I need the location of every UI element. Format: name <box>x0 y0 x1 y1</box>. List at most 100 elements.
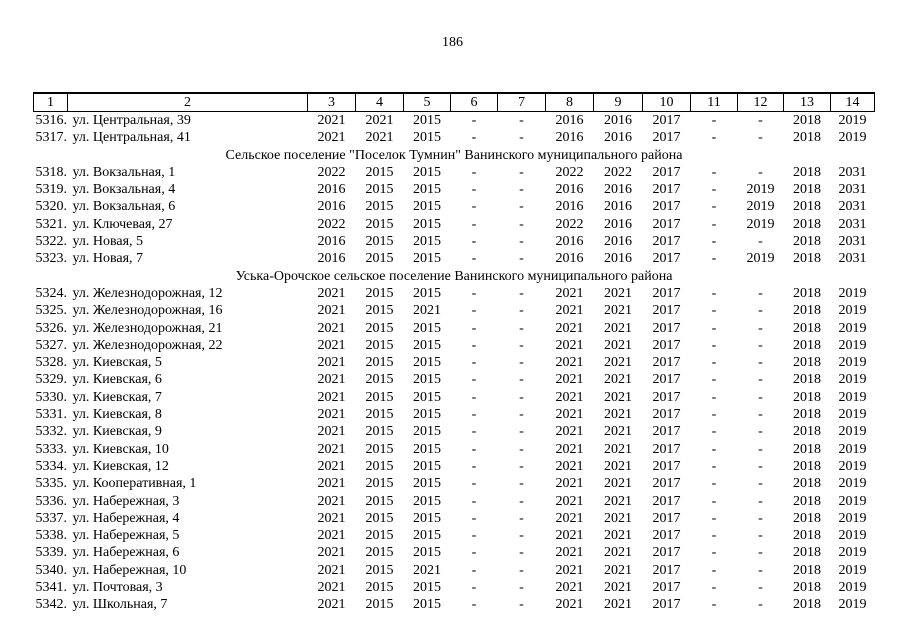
year-cell: 2019 <box>838 493 867 509</box>
table-row: 5322. ул. Новая, 5 2016 2015 2015 - - 2016 2016 2… <box>34 233 875 250</box>
table-row: 5336. ул. Набережная, 3 2021 2015 2015 - - 2021… <box>34 493 875 510</box>
year-cell: 2021 <box>604 389 632 405</box>
year-cell: - <box>471 458 477 474</box>
year-cell: - <box>519 493 524 509</box>
year-cell: 2022 <box>317 164 346 180</box>
year-cell: - <box>471 372 477 388</box>
year-cell: 2021 <box>317 493 346 509</box>
year-cell: - <box>711 407 717 423</box>
year-cell: 2017 <box>652 164 681 180</box>
year-cell: 2018 <box>793 216 821 232</box>
year-cell: - <box>758 545 763 561</box>
year-cell: 2017 <box>652 251 681 267</box>
year-cell: 2019 <box>838 285 867 301</box>
row-number-cell: 5334. <box>35 458 68 474</box>
header-col-9: 9 <box>593 92 643 112</box>
year-cell: 2015 <box>365 424 394 440</box>
year-cell: - <box>519 441 524 457</box>
year-cell: 2019 <box>746 251 775 267</box>
year-cell: - <box>471 355 477 371</box>
year-cell: - <box>471 164 477 180</box>
table-row: 5319. ул. Вокзальная, 4 2016 2015 2015 - - 2016… <box>34 181 875 198</box>
row-number-cell: 5339. <box>35 545 68 561</box>
address-cell: ул. Киевская, 8 <box>72 407 162 423</box>
year-cell: 2019 <box>746 216 775 232</box>
year-cell: 2021 <box>555 510 584 526</box>
table-row: 5323. ул. Новая, 7 2016 2015 2015 - - 2016 2016 2… <box>34 250 875 267</box>
address-cell: ул. Железнодорожная, 22 <box>72 337 223 353</box>
year-cell: 2021 <box>317 424 346 440</box>
year-cell: 2016 <box>604 216 632 232</box>
year-cell: - <box>471 113 477 128</box>
year-cell: 2015 <box>413 528 441 544</box>
year-cell: 2021 <box>604 372 632 388</box>
header-col-5: 5 <box>403 92 451 112</box>
year-cell: 2021 <box>555 493 584 509</box>
year-cell: 2022 <box>555 216 584 232</box>
year-cell: - <box>758 528 763 544</box>
year-cell: - <box>758 130 763 146</box>
year-cell: 2015 <box>365 337 394 353</box>
year-cell: 2021 <box>317 562 346 578</box>
year-cell: 2015 <box>365 164 394 180</box>
year-cell: 2015 <box>413 199 441 215</box>
year-cell: 2031 <box>838 251 867 267</box>
year-cell: - <box>519 389 524 405</box>
year-cell: - <box>758 476 763 492</box>
table-row: 5335. ул. Кооперативная, 1 2021 2015 2015 - - 2… <box>34 475 875 492</box>
year-cell: 2019 <box>746 199 775 215</box>
year-cell: 2018 <box>793 320 821 336</box>
year-cell: 2017 <box>652 285 681 301</box>
row-number-cell: 5327. <box>35 337 68 353</box>
year-cell: 2015 <box>413 234 441 250</box>
year-cell: 2016 <box>555 113 584 128</box>
year-cell: 2019 <box>838 320 867 336</box>
year-cell: 2021 <box>555 285 584 301</box>
year-cell: 2021 <box>604 476 632 492</box>
year-cell: 2017 <box>652 337 681 353</box>
year-cell: - <box>471 510 477 526</box>
year-cell: - <box>758 510 763 526</box>
year-cell: - <box>519 216 524 232</box>
address-cell: ул. Киевская, 9 <box>72 424 162 440</box>
year-cell: 2015 <box>365 407 394 423</box>
year-cell: 2015 <box>413 372 441 388</box>
year-cell: - <box>471 597 477 613</box>
year-cell: 2015 <box>413 320 441 336</box>
row-number-cell: 5336. <box>35 493 68 509</box>
address-cell: ул. Ключевая, 27 <box>72 216 173 232</box>
year-cell: - <box>471 251 477 267</box>
table-row: 5321. ул. Ключевая, 27 2022 2015 2015 - - 2022 2… <box>34 216 875 233</box>
year-cell: 2017 <box>652 216 681 232</box>
year-cell: 2015 <box>413 424 441 440</box>
header-col-6: 6 <box>450 92 498 112</box>
year-cell: 2018 <box>793 199 821 215</box>
page-number: 186 <box>442 35 463 50</box>
year-cell: 2021 <box>604 424 632 440</box>
year-cell: 2018 <box>793 355 821 371</box>
address-cell: ул. Вокзальная, 1 <box>72 164 176 180</box>
header-col-14: 14 <box>830 92 875 112</box>
year-cell: 2015 <box>413 441 441 457</box>
year-cell: - <box>519 580 524 596</box>
year-cell: - <box>471 441 477 457</box>
year-cell: - <box>711 493 717 509</box>
year-cell: - <box>711 476 717 492</box>
year-cell: 2015 <box>413 164 441 180</box>
year-cell: - <box>519 528 524 544</box>
year-cell: - <box>758 562 763 578</box>
year-cell: - <box>471 407 477 423</box>
address-cell: ул. Набережная, 3 <box>72 493 180 509</box>
address-cell: ул. Школьная, 7 <box>72 597 168 613</box>
year-cell: - <box>758 458 763 474</box>
year-cell: - <box>711 320 717 336</box>
year-cell: - <box>519 130 524 146</box>
row-number-cell: 5319. <box>35 182 68 198</box>
year-cell: 2021 <box>555 320 584 336</box>
year-cell: 2015 <box>365 458 394 474</box>
year-cell: 2022 <box>604 164 632 180</box>
year-cell: 2021 <box>604 320 632 336</box>
year-cell: 2018 <box>793 182 821 198</box>
address-cell: ул. Киевская, 10 <box>72 441 169 457</box>
table-row: 5340. ул. Набережная, 10 2021 2015 2021 - - 202… <box>34 562 875 579</box>
